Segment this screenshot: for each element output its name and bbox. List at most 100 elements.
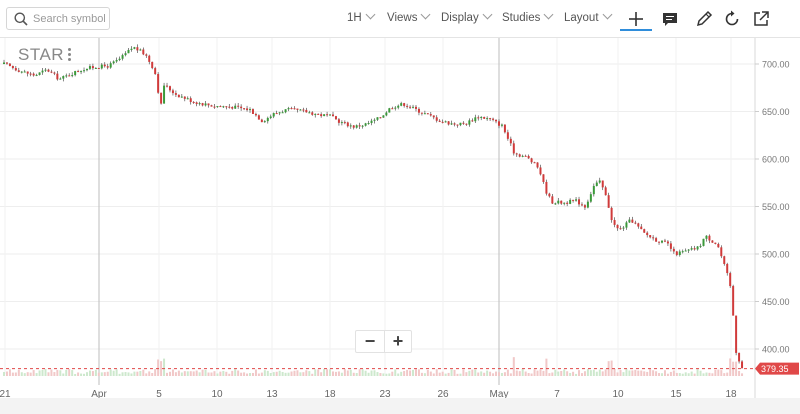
- draw-button[interactable]: [693, 8, 715, 30]
- volume-bar: [139, 370, 142, 376]
- candle-body: [545, 181, 548, 194]
- candle-body: [435, 117, 438, 121]
- candle-body: [263, 121, 266, 123]
- layout-menu[interactable]: Layout: [564, 9, 612, 24]
- volume-bar: [231, 370, 234, 376]
- volume-bar: [497, 372, 500, 376]
- candle-body: [646, 232, 649, 236]
- candle-body: [483, 116, 486, 119]
- search-input[interactable]: [33, 10, 107, 27]
- volume-bar: [112, 370, 115, 376]
- volume-bar: [652, 370, 655, 376]
- volume-bar: [717, 369, 720, 376]
- bottom-scroll-area[interactable]: [0, 398, 800, 414]
- volume-bar: [693, 373, 696, 376]
- candle-body: [391, 108, 394, 110]
- candle-body: [409, 106, 412, 108]
- volume-bar: [462, 369, 465, 376]
- volume-bar: [100, 372, 103, 376]
- volume-bar: [213, 371, 216, 376]
- candle-body: [613, 220, 616, 225]
- volume-bar: [456, 373, 459, 376]
- volume-bar: [583, 371, 586, 376]
- volume-bar: [222, 370, 225, 376]
- crosshair-button[interactable]: [625, 8, 647, 30]
- volume-bar: [109, 369, 112, 376]
- candle-body: [257, 115, 260, 120]
- studies-menu[interactable]: Studies: [502, 9, 554, 24]
- candle-body: [690, 248, 693, 250]
- volume-bar: [450, 369, 453, 376]
- volume-bar: [148, 371, 151, 376]
- volume-bar: [438, 372, 441, 376]
- volume-bar: [186, 371, 189, 376]
- volume-bar: [8, 369, 11, 376]
- volume-bar: [486, 370, 489, 376]
- volume-bar: [251, 372, 254, 376]
- candle-body: [56, 73, 59, 80]
- candlesticks: [3, 44, 744, 369]
- candle-body: [406, 105, 409, 107]
- volume-bar: [708, 372, 711, 376]
- candle-body: [569, 199, 572, 204]
- reset-button[interactable]: [721, 8, 743, 30]
- candle-body: [524, 155, 527, 157]
- volume-bar: [346, 370, 349, 376]
- volume-bar: [560, 370, 563, 376]
- candle-body: [720, 247, 723, 257]
- volume-bar: [189, 371, 192, 376]
- y-tick-label: 700.00: [762, 60, 790, 70]
- candle-body: [281, 112, 284, 114]
- price-chart[interactable]: 400.00 450.00 500.00 550.00 600.00 650.00 700.…: [0, 38, 800, 414]
- volume-bar: [681, 373, 684, 376]
- candle-body: [272, 113, 275, 117]
- zoom-out-button[interactable]: −: [356, 331, 385, 352]
- interval-menu[interactable]: 1H: [347, 9, 376, 24]
- candle-body: [266, 117, 269, 122]
- crosshair-icon: [629, 12, 643, 26]
- candle-body: [477, 117, 480, 119]
- volume-bar: [243, 372, 246, 376]
- candle-body: [589, 194, 592, 202]
- popout-button[interactable]: [750, 8, 772, 30]
- more-options-icon[interactable]: [66, 48, 72, 64]
- studies-label: Studies: [502, 12, 541, 24]
- candle-body: [622, 227, 625, 229]
- candle-body: [44, 69, 47, 71]
- candle-body: [145, 54, 148, 56]
- volume-bar: [726, 372, 729, 376]
- candle-body: [186, 98, 189, 100]
- volume-bar: [326, 369, 329, 376]
- volume-bar: [237, 370, 240, 376]
- symbol-search[interactable]: [6, 7, 110, 30]
- volume-bar: [741, 373, 744, 376]
- candle-body: [726, 263, 729, 274]
- candle-body: [237, 105, 240, 107]
- chevron-down-icon: [543, 9, 554, 20]
- candle-body: [601, 180, 604, 188]
- candle-body: [329, 114, 332, 116]
- volume-bar: [489, 371, 492, 376]
- candle-body: [100, 64, 103, 69]
- candle-body: [3, 62, 5, 64]
- candle-body: [346, 122, 349, 127]
- volume-bar: [551, 372, 554, 376]
- display-menu[interactable]: Display: [441, 9, 493, 24]
- volume-bar: [77, 372, 80, 376]
- volume-bar: [68, 369, 71, 376]
- volume-bar: [601, 371, 604, 376]
- candle-body: [278, 112, 281, 114]
- volume-bar: [314, 369, 317, 376]
- zoom-in-button[interactable]: +: [392, 331, 404, 351]
- comment-button[interactable]: [659, 8, 681, 30]
- candle-body: [729, 273, 732, 287]
- volume-bar: [35, 373, 38, 376]
- candle-body: [512, 143, 515, 154]
- views-menu[interactable]: Views: [387, 9, 431, 24]
- candle-body: [352, 125, 355, 128]
- volume-bar: [720, 370, 723, 376]
- volume-bar: [539, 369, 542, 376]
- volume-bar: [118, 373, 121, 376]
- candle-body: [174, 93, 177, 95]
- candle-body: [631, 219, 634, 223]
